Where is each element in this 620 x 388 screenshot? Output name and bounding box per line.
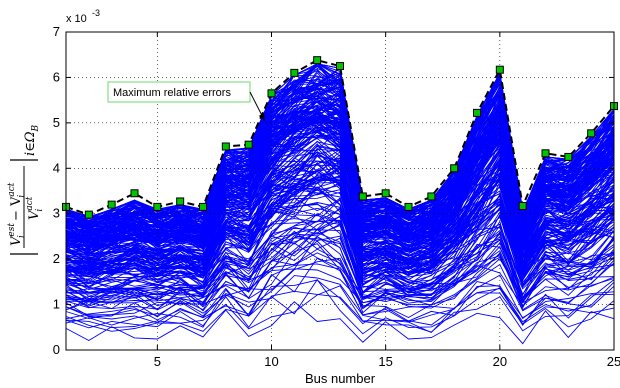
max-error-marker	[404, 202, 413, 211]
grid-lines	[66, 32, 614, 350]
max-error-marker	[564, 152, 573, 161]
y-tick-label: 0	[53, 342, 60, 357]
ylabel-num-sup2: act	[7, 182, 17, 196]
x-tick-label: 20	[493, 354, 507, 369]
ylabel-num-sub1: i	[17, 235, 27, 238]
y-tick-label: 3	[53, 206, 60, 221]
trial-curve	[65, 243, 615, 311]
y-exponent: x 10 -3	[66, 8, 100, 25]
ylabel-num-sup1: est	[7, 223, 17, 237]
annotation: Maximum relative errors	[107, 81, 266, 121]
svg-text:i∈ΩB: i∈ΩB	[23, 124, 41, 156]
trial-curve	[65, 67, 615, 225]
trial-curve	[65, 236, 615, 314]
ylabel-den-v: V	[27, 209, 42, 220]
max-error-marker	[84, 210, 93, 219]
x-axis-label: Bus number	[305, 371, 376, 386]
max-error-marker	[244, 140, 253, 149]
max-error-marker	[450, 164, 459, 173]
y-axis-label: Vesti − Vacti Vacti i∈ΩB	[7, 124, 45, 255]
ylabel-num-v1: V	[9, 235, 24, 246]
axis-ticks: 5 10 15 20 25 0 1 2 3 4 5 6 7	[53, 24, 620, 369]
max-error-marker	[427, 192, 436, 201]
max-error-marker	[358, 192, 367, 201]
trial-curve	[65, 206, 615, 297]
ylabel-den-sup: act	[25, 196, 35, 210]
max-error-marker	[107, 200, 116, 209]
trial-curve	[65, 152, 615, 264]
max-error-marker	[541, 149, 550, 158]
y-tick-label: 7	[53, 24, 60, 39]
x-tick-label: 15	[378, 354, 392, 369]
annotation-text: Maximum relative errors	[113, 87, 231, 99]
max-error-marker	[381, 189, 390, 198]
ylabel-tail-sub: B	[31, 124, 41, 132]
trial-curve	[65, 114, 615, 244]
trial-curve	[65, 248, 615, 308]
max-error-marker	[130, 189, 139, 198]
x-tick-label: 25	[607, 354, 620, 369]
y-tick-label: 2	[53, 251, 60, 266]
y-exponent-base: x 10	[66, 13, 87, 25]
trial-curve	[65, 104, 615, 242]
trial-curve	[65, 94, 615, 233]
max-error-marker	[518, 201, 527, 210]
trial-curve	[65, 290, 615, 333]
ylabel-den-sub: i	[35, 209, 45, 212]
trial-curve	[65, 275, 615, 327]
trial-curve	[65, 198, 615, 292]
max-error-marker	[267, 89, 276, 98]
trial-curve	[65, 117, 615, 252]
max-error-marker	[336, 62, 344, 71]
y-tick-label: 4	[53, 160, 60, 175]
max-error-marker	[221, 142, 230, 151]
ylabel-num-minus: − V	[9, 196, 24, 225]
y-tick-label: 1	[53, 297, 60, 312]
ylabel-tail: i∈Ω	[23, 131, 38, 156]
trial-curve	[65, 187, 615, 283]
svg-text:Vesti − Vacti: Vesti − Vacti	[7, 182, 27, 246]
max-error-marker	[176, 197, 185, 206]
x-tick-label: 10	[264, 354, 278, 369]
svg-text:Vacti: Vacti	[25, 196, 45, 220]
max-error-marker	[313, 56, 322, 65]
trial-curve	[65, 87, 615, 226]
y-exponent-power: -3	[92, 8, 100, 18]
trial-curve	[65, 301, 615, 345]
annotation-arrowhead	[258, 113, 265, 121]
y-tick-label: 6	[53, 69, 60, 84]
trial-curve	[65, 151, 615, 262]
max-error-marker	[199, 202, 207, 211]
max-error-marker	[153, 202, 162, 211]
trial-curve	[65, 148, 615, 265]
max-error-marker	[290, 68, 299, 77]
trial-curve	[65, 257, 615, 324]
x-tick-label: 5	[154, 354, 161, 369]
plot-frame	[65, 31, 615, 351]
y-tick-label: 5	[53, 115, 60, 130]
trial-curve	[65, 253, 615, 319]
max-error-marker	[473, 108, 481, 117]
trial-curve	[65, 279, 615, 328]
ylabel-num-sub2: i	[17, 195, 27, 198]
max-error-marker	[495, 65, 504, 74]
max-error-marker	[587, 129, 596, 138]
trial-curve	[65, 184, 615, 277]
